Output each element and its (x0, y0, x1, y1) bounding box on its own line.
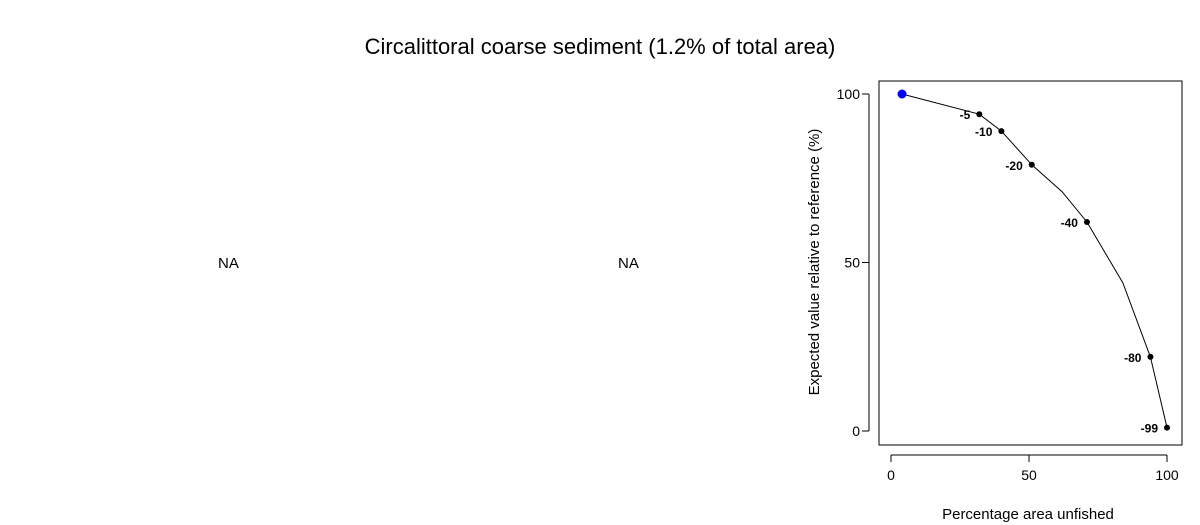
data-point (1083, 219, 1090, 226)
series-line (901, 93, 1168, 428)
y-axis: 0 50 100 (837, 86, 870, 439)
data-point (1164, 424, 1170, 431)
data-label: -80 (1124, 351, 1142, 365)
y-tick-label: 100 (837, 86, 861, 102)
y-axis-label: Expected value relative to reference (%) (806, 129, 823, 396)
data-label: -5 (960, 108, 971, 122)
data-point (1147, 353, 1154, 360)
x-tick-label: 0 (887, 467, 895, 483)
data-label: -10 (975, 125, 993, 139)
reference-point (897, 89, 907, 99)
plot-frame (878, 80, 1183, 446)
data-label: -20 (1005, 159, 1023, 173)
chart-title: Circalittoral coarse sediment (1.2% of t… (364, 34, 836, 59)
data-label: -99 (1141, 422, 1159, 436)
data-label: -40 (1061, 216, 1079, 230)
x-tick-label: 100 (1155, 467, 1179, 483)
data-point (998, 128, 1005, 135)
x-axis: 0 50 100 (887, 454, 1179, 483)
y-tick-label: 0 (852, 423, 860, 439)
x-tick-label: 50 (1021, 467, 1037, 483)
data-point (1028, 161, 1035, 168)
y-tick-label: 50 (844, 255, 860, 271)
x-axis-label: Percentage area unfished (942, 506, 1114, 523)
panel-2-na-text: NA (618, 255, 639, 272)
panel-1-na-text: NA (218, 255, 239, 272)
data-point (976, 111, 983, 118)
data-points: -5 -10 -20 -40 -80 -99 (897, 89, 1170, 436)
